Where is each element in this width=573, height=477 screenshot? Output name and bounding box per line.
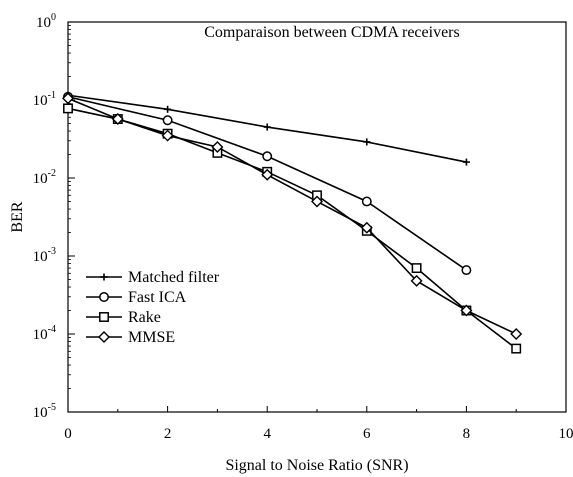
- diamond-marker: [410, 274, 423, 287]
- plus-marker: [462, 158, 470, 166]
- circle-marker: [262, 151, 273, 162]
- y-tick-label: 10-4: [33, 324, 56, 343]
- square-marker: [511, 343, 522, 354]
- diamond-marker: [510, 328, 523, 340]
- diamond-marker: [62, 92, 74, 105]
- x-tick-label: 10: [559, 426, 573, 442]
- x-tick-label: 6: [363, 426, 371, 442]
- square-marker: [99, 312, 109, 322]
- plus-marker: [100, 273, 108, 281]
- x-tick-label: 0: [64, 426, 72, 442]
- y-tick-base: 10: [33, 327, 48, 343]
- y-tick-label: 10-5: [33, 402, 56, 421]
- y-tick-base: 10: [36, 15, 51, 31]
- y-tick-label: 10-2: [33, 168, 56, 187]
- circle-marker: [361, 196, 372, 207]
- legend-label: Fast ICA: [128, 289, 187, 306]
- y-tick-exponent: -5: [48, 402, 56, 413]
- y-tick-label: 10-3: [33, 246, 56, 265]
- y-tick-label: 100: [36, 12, 56, 31]
- legend-label: Matched filter: [128, 269, 220, 286]
- legend: Matched filter Fast ICA Rake MMSE: [86, 269, 220, 346]
- y-tick-exponent: 0: [51, 12, 56, 23]
- plus-marker: [164, 105, 172, 113]
- y-tick-exponent: -3: [48, 246, 56, 257]
- series-layer: [62, 91, 523, 354]
- diamond-marker: [311, 195, 323, 208]
- legend-item: MMSE: [86, 329, 175, 346]
- y-tick-exponent: -1: [48, 90, 56, 101]
- diamond-marker: [98, 331, 110, 343]
- series-circle: [63, 91, 472, 276]
- diamond-marker: [460, 304, 473, 317]
- diamond-marker: [261, 168, 274, 181]
- series-line: [67, 107, 517, 350]
- circle-marker: [162, 115, 173, 126]
- x-tick-label: 8: [463, 426, 471, 442]
- diamond-marker: [360, 221, 373, 234]
- chart-title: Comparaison between CDMA receivers: [204, 24, 459, 41]
- diamond-marker: [111, 113, 124, 126]
- y-tick-exponent: -4: [48, 324, 56, 335]
- plus-marker: [363, 138, 371, 146]
- series-diamond: [62, 92, 523, 340]
- circle-marker: [461, 265, 472, 276]
- y-tick-base: 10: [33, 405, 48, 421]
- legend-label: Rake: [128, 309, 161, 326]
- y-tick-base: 10: [33, 249, 48, 265]
- y-tick-base: 10: [33, 93, 48, 109]
- square-marker: [63, 103, 73, 114]
- y-tick-label: 10-1: [33, 90, 56, 109]
- square-marker: [411, 263, 422, 274]
- diamond-marker: [161, 129, 174, 142]
- legend-item: Matched filter: [86, 269, 220, 286]
- y-axis-title: BER: [9, 201, 26, 232]
- x-tick-label: 4: [263, 426, 271, 442]
- y-tick-base: 10: [33, 171, 48, 187]
- x-axis-title: Signal to Noise Ratio (SNR): [225, 457, 408, 474]
- diamond-marker: [211, 140, 224, 153]
- plot-frame: [67, 21, 567, 413]
- y-tick-exponent: -2: [48, 168, 56, 179]
- x-tick-label: 2: [164, 426, 172, 442]
- legend-label: MMSE: [128, 329, 175, 346]
- legend-item: Fast ICA: [86, 289, 187, 306]
- plus-marker: [263, 123, 271, 131]
- series-line: [67, 97, 517, 335]
- circle-marker: [99, 292, 109, 302]
- legend-item: Rake: [86, 309, 161, 326]
